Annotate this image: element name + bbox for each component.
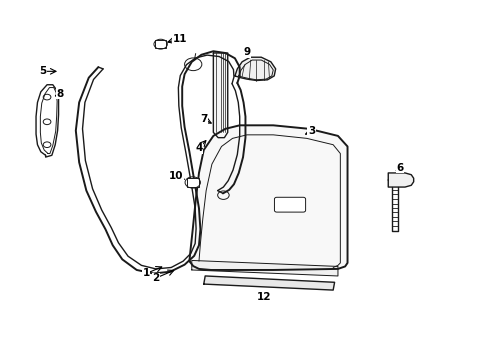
Polygon shape bbox=[203, 276, 334, 290]
Text: 1: 1 bbox=[142, 269, 150, 279]
Text: 10: 10 bbox=[169, 171, 183, 181]
Text: 9: 9 bbox=[243, 47, 250, 57]
Polygon shape bbox=[234, 57, 275, 81]
Polygon shape bbox=[189, 125, 347, 270]
Text: 6: 6 bbox=[396, 163, 403, 173]
Text: 3: 3 bbox=[307, 126, 315, 136]
Polygon shape bbox=[387, 173, 413, 187]
Text: 12: 12 bbox=[256, 292, 270, 302]
FancyBboxPatch shape bbox=[274, 197, 305, 212]
Bar bbox=[186, 178, 199, 187]
Polygon shape bbox=[213, 53, 227, 138]
Polygon shape bbox=[191, 260, 337, 276]
Text: 11: 11 bbox=[172, 34, 187, 44]
Text: 5: 5 bbox=[40, 66, 47, 76]
Text: 7: 7 bbox=[200, 114, 207, 124]
Bar bbox=[155, 40, 165, 48]
Text: 4: 4 bbox=[195, 143, 202, 153]
Text: 2: 2 bbox=[152, 273, 159, 283]
Text: 8: 8 bbox=[56, 89, 63, 99]
